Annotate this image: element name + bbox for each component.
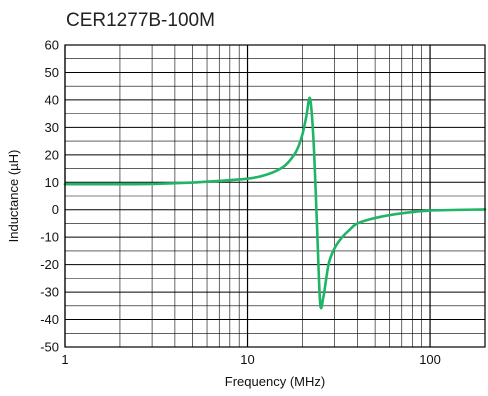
y-tick-label: 10 [45, 175, 59, 190]
y-tick-label: 60 [45, 38, 59, 53]
y-tick-label: -10 [40, 230, 59, 245]
minor-gridlines [65, 45, 486, 347]
x-tick-label: 1 [61, 352, 68, 367]
y-tick-label: 50 [45, 65, 59, 80]
x-axis-label: Frequency (MHz) [225, 374, 325, 389]
y-axis-label: Inductance (µH) [6, 150, 21, 243]
y-tick-label: -40 [40, 312, 59, 327]
y-tick-label: 30 [45, 120, 59, 135]
y-tick-label: 0 [52, 202, 59, 217]
plot-frame [64, 44, 486, 348]
y-tick-label: -50 [40, 340, 59, 355]
y-tick-label: 20 [45, 147, 59, 162]
inductance-series-line [63, 96, 487, 310]
x-tick-label: 10 [240, 352, 254, 367]
chart-title: CER1277B-100M [66, 10, 215, 31]
tick-labels: -50 -40 -30 -20 -10 0 10 20 30 40 50 60 1 10 100 [40, 38, 441, 368]
x-tick-label: 100 [419, 352, 441, 367]
y-tick-label: 40 [45, 92, 59, 107]
y-tick-label: -30 [40, 285, 59, 300]
series-layer [63, 96, 487, 310]
y-tick-label: -20 [40, 257, 59, 272]
